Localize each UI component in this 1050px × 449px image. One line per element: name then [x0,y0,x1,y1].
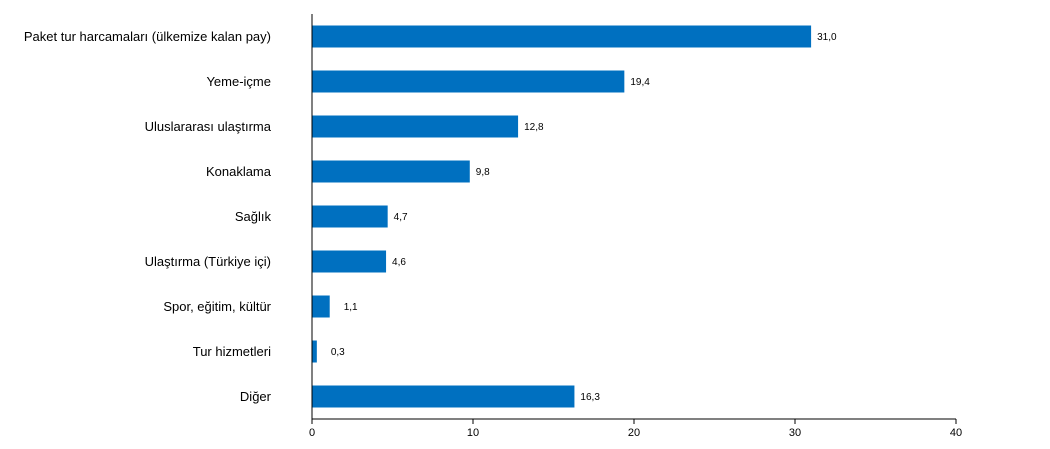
x-tick-label: 0 [309,427,315,439]
category-label: Tur hizmetleri [193,344,271,359]
bars-group [312,25,812,408]
bar [312,250,387,273]
data-label: 9,8 [476,167,490,178]
data-label: 4,7 [394,212,408,223]
bar [312,70,625,93]
category-labels-group: Paket tur harcamaları (ülkemize kalan pa… [24,29,272,404]
data-label: 4,6 [392,257,406,268]
data-label: 1,1 [344,302,358,313]
bar [312,340,317,363]
data-label: 12,8 [524,122,544,133]
data-label: 16,3 [580,392,600,403]
category-label: Konaklama [206,164,272,179]
category-label: Ulaştırma (Türkiye içi) [145,254,271,269]
category-label: Uluslararası ulaştırma [145,119,272,134]
category-label: Yeme-içme [206,74,271,89]
bar [312,160,470,183]
category-label: Spor, eğitim, kültür [163,299,271,314]
category-label: Sağlık [235,209,272,224]
bar [312,295,330,318]
category-label: Diğer [240,389,272,404]
bar [312,25,812,48]
bar [312,115,519,138]
x-ticks-group: 0 10 20 30 40 [309,419,962,439]
data-label: 31,0 [817,32,837,43]
x-tick-label: 10 [467,427,479,439]
category-label: Paket tur harcamaları (ülkemize kalan pa… [24,29,271,44]
x-tick-label: 40 [950,427,962,439]
x-tick-label: 20 [628,427,640,439]
x-tick-label: 30 [789,427,801,439]
data-label: 0,3 [331,347,345,358]
bar [312,385,575,408]
value-labels-group: 31,0 19,4 12,8 9,8 4,7 4,6 1,1 0,3 16,3 [331,32,837,403]
data-label: 19,4 [630,77,650,88]
bar [312,205,388,228]
